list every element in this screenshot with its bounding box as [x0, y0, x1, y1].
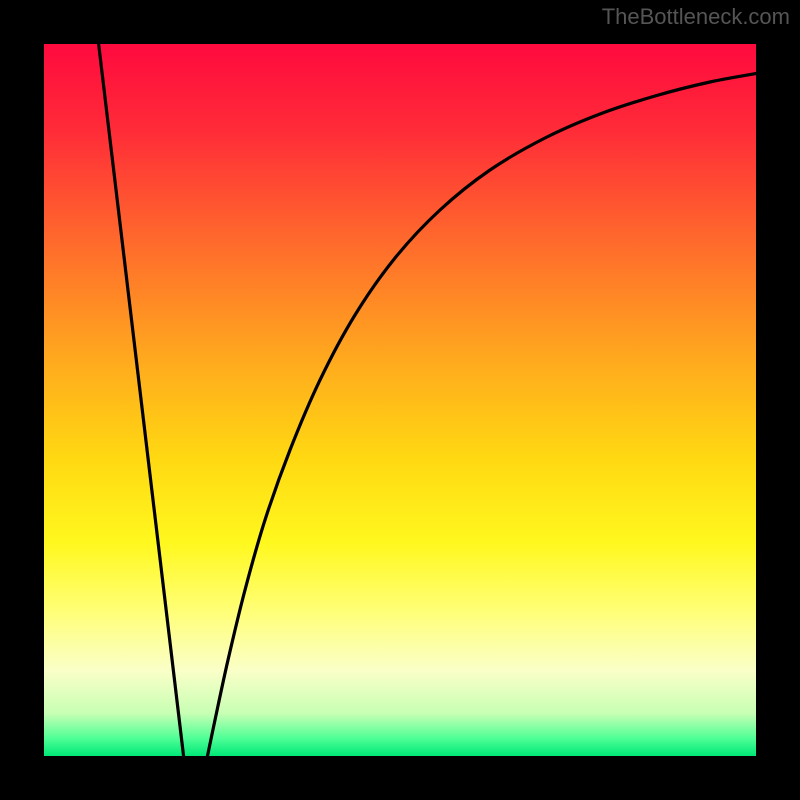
bottleneck-chart: [0, 0, 800, 800]
watermark-text: TheBottleneck.com: [602, 4, 790, 30]
chart-gradient-background: [44, 44, 756, 756]
chart-container: TheBottleneck.com: [0, 0, 800, 800]
